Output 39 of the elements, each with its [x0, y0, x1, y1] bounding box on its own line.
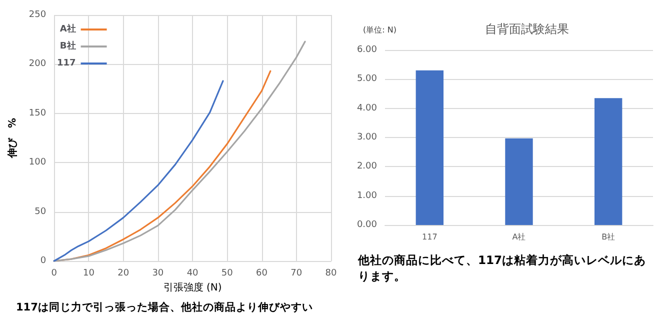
text: 他社の商品に比べて、117は粘着力が高いレベルにあります。	[357, 253, 646, 283]
chart-title: 自背面試験結果	[485, 22, 569, 36]
x-tick-label: 70	[290, 268, 302, 278]
legend-label: 117	[56, 58, 76, 68]
x-tick-label: 117	[422, 232, 438, 242]
text: (単位: N)	[363, 26, 396, 34]
legend-label: B社	[60, 40, 76, 52]
y-tick-label: 50	[34, 206, 46, 217]
x-tick-label: A社	[512, 232, 526, 242]
bar	[505, 138, 533, 225]
y-axis-title: 伸び %	[6, 118, 18, 160]
x-tick-label: 80	[325, 268, 337, 278]
bar	[594, 98, 622, 225]
x-tick-label: B社	[602, 232, 616, 242]
x-axis-title: 引張強度 (N)	[163, 281, 222, 294]
legend-label: A社	[60, 24, 76, 34]
x-tick-label: 50	[221, 268, 234, 278]
x-tick-label: 10	[82, 268, 95, 278]
y-tick-label: 6.00	[356, 45, 378, 55]
line-series	[53, 80, 224, 262]
x-tick-label: 20	[118, 268, 130, 278]
y-tick-label: 3.00	[356, 132, 378, 142]
y-tick-label: 100	[28, 158, 46, 168]
y-tick-label: 4.00	[356, 103, 378, 114]
y-tick-label: 2.00	[356, 162, 378, 172]
x-tick-label: 60	[256, 268, 268, 278]
y-tick-label: 0	[40, 256, 46, 266]
y-tick-label: 5.00	[356, 74, 378, 84]
line-series	[53, 40, 306, 262]
y-tick-label: 0.00	[356, 220, 378, 230]
x-tick-label: 40	[186, 268, 199, 278]
y-tick-label: 1.00	[356, 190, 378, 201]
bar	[416, 70, 444, 225]
y-tick-label: 150	[28, 108, 46, 118]
x-tick-label: 30	[152, 268, 164, 278]
y-tick-label: 250	[28, 10, 46, 20]
text: 117は同じ力で引っ張った場合、他社の商品より伸びやすい	[16, 300, 313, 314]
y-tick-label: 200	[28, 59, 46, 70]
x-tick-label: 0	[51, 268, 58, 278]
